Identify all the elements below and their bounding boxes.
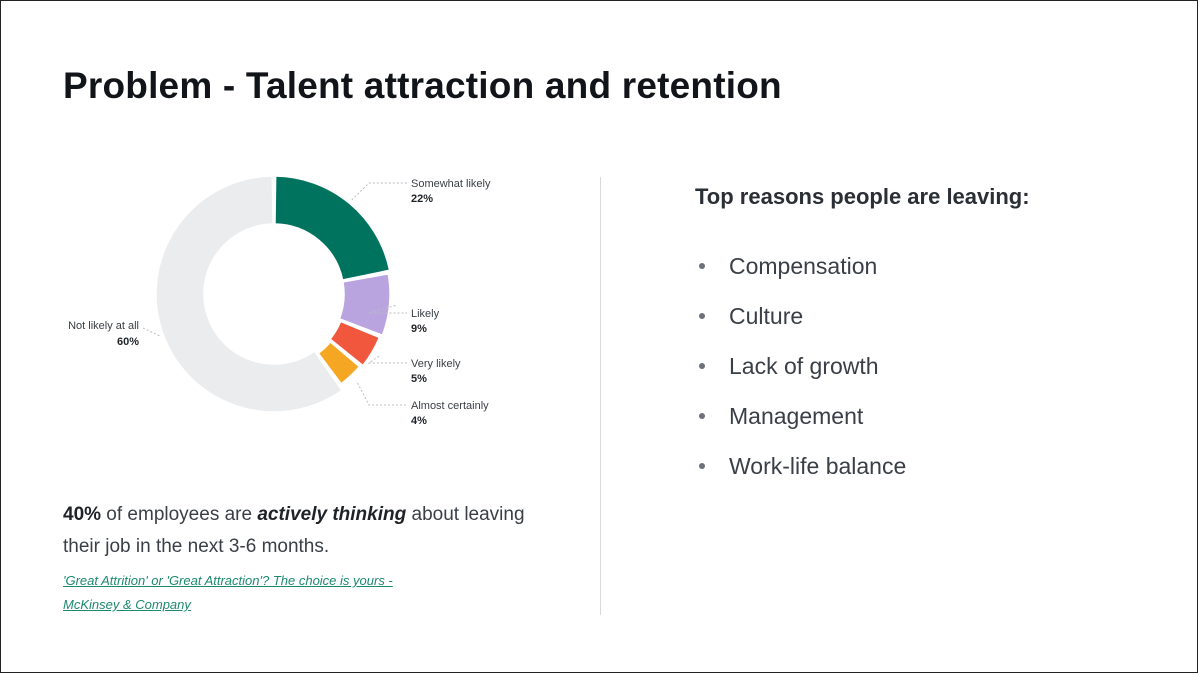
slice-value-label: 22% [411, 193, 433, 205]
leader-line [368, 305, 407, 314]
summary-text-before: of employees are [101, 504, 258, 525]
summary-text-after: about leaving their job in the next 3-6 … [63, 504, 525, 557]
leader-line [351, 182, 407, 201]
slice-label: Not likely at all [68, 320, 139, 332]
donut-slice-not-likely-at-all [155, 175, 343, 413]
slide-title: Problem - Talent attraction and retentio… [63, 65, 782, 106]
vertical-divider [600, 177, 601, 615]
bullet-icon [699, 463, 705, 469]
summary-text: 40% of employees are actively thinking a… [63, 499, 533, 563]
bullet-icon [699, 313, 705, 319]
donut-chart-svg: Somewhat likely 22% Likely 9% Very likely 5% A… [68, 175, 491, 427]
reason-item: Lack of growth [695, 341, 906, 391]
summary-emphasis: actively thinking [257, 504, 407, 525]
donut-chart: Somewhat likely 22% Likely 9% Very likely 5% A… [1, 161, 561, 431]
bullet-icon [699, 413, 705, 419]
source-link[interactable]: 'Great Attrition' or 'Great Attraction'?… [63, 573, 393, 612]
summary-stat: 40% [63, 504, 102, 525]
leader-line [367, 355, 407, 364]
donut-slice-somewhat-likely [274, 175, 391, 281]
leader-line [142, 327, 160, 337]
reason-label: Compensation [729, 253, 878, 279]
slice-label: Very likely [411, 358, 461, 370]
slice-value-label: 9% [411, 323, 427, 335]
slice-label: Somewhat likely [411, 178, 491, 190]
slice-value-label: 60% [117, 336, 139, 348]
leader-line [357, 382, 407, 406]
donut-slice-very-likely [329, 320, 381, 367]
reason-label: Management [729, 403, 864, 429]
reason-item: Work-life balance [695, 441, 906, 491]
bullet-icon [699, 263, 705, 269]
reason-label: Culture [729, 303, 804, 329]
reasons-title: Top reasons people are leaving: [695, 184, 1030, 209]
reason-item: Culture [695, 291, 906, 341]
slice-label: Almost certainly [411, 400, 489, 412]
reason-item: Management [695, 391, 906, 441]
slice-value-label: 5% [411, 373, 427, 385]
bullet-icon [699, 363, 705, 369]
slice-value-label: 4% [411, 415, 427, 427]
reasons-list: Compensation Culture Lack of growth Managem… [695, 241, 906, 491]
slice-label: Likely [411, 308, 440, 320]
reason-label: Lack of growth [729, 353, 879, 379]
donut-slice-likely [338, 273, 391, 336]
reason-item: Compensation [695, 241, 906, 291]
reason-label: Work-life balance [729, 453, 907, 479]
donut-slice-almost-certainly [317, 341, 361, 385]
